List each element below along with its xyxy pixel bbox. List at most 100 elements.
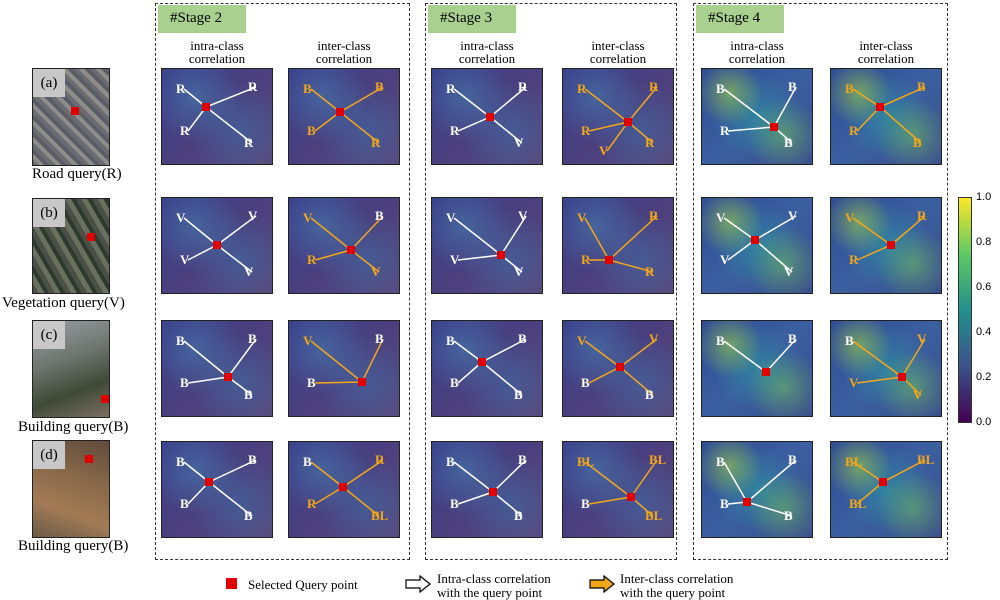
colorbar-tick: 0.8 <box>976 236 992 248</box>
correlation-arrow <box>856 481 884 505</box>
stage-4-box <box>693 3 948 560</box>
class-label: R <box>720 123 730 138</box>
class-label: B <box>784 508 793 523</box>
correlation-arrow <box>339 86 384 113</box>
class-label: R <box>917 208 927 223</box>
class-label: R <box>518 79 528 94</box>
query-point <box>879 478 887 486</box>
correlation-arrow <box>453 217 502 256</box>
class-label: B <box>176 333 185 348</box>
class-label: B <box>716 454 725 469</box>
stage-3-tag: #Stage 3 <box>428 5 516 33</box>
class-label: R <box>371 135 381 150</box>
class-label: V <box>716 210 726 225</box>
correlation-arrow <box>754 239 793 273</box>
class-label: B <box>788 331 797 346</box>
colorbar-tick: 0.2 <box>976 371 992 383</box>
query-image-b: (b) <box>32 198 110 294</box>
class-label: R <box>180 123 190 138</box>
legend-query-text: Selected Query point <box>248 577 358 592</box>
class-label: V <box>303 333 313 348</box>
correlation-arrow <box>453 88 491 118</box>
class-label: B <box>581 375 590 390</box>
correlation-arrow <box>723 217 756 241</box>
correlation-arrow <box>619 338 658 368</box>
query-point <box>624 118 632 126</box>
class-label: V <box>180 252 190 267</box>
correlation-arrow <box>627 86 658 123</box>
correlation-map-intra: B B R B <box>701 68 813 165</box>
correlation-arrow <box>453 340 483 363</box>
correlation-arrow <box>619 366 654 396</box>
correlation-arrow <box>723 340 767 373</box>
correlation-map-inter: V R R R <box>562 197 674 294</box>
correlation-arrow <box>852 88 881 108</box>
class-label: V <box>518 208 528 223</box>
query-point <box>497 251 505 259</box>
class-label: B <box>176 454 185 469</box>
correlation-map-intra: V V V V <box>161 197 273 294</box>
correlation-arrow <box>489 86 527 118</box>
query-point <box>605 256 613 264</box>
class-label: BL <box>645 508 663 523</box>
legend-intra-arrow-icon <box>405 574 431 594</box>
correlation-map-inter: V R R <box>830 197 942 294</box>
correlation-arrow <box>890 215 926 246</box>
query-image-a: (a) <box>32 68 110 166</box>
class-label: V <box>788 208 798 223</box>
correlation-map-inter: V B B <box>288 320 400 417</box>
class-label: R <box>849 123 859 138</box>
class-label: B <box>716 81 725 96</box>
correlation-arrow <box>314 249 352 261</box>
class-label: V <box>649 331 659 346</box>
row-label-a: Road query(R) <box>32 166 122 182</box>
class-label: V <box>917 331 927 346</box>
class-label: B <box>913 135 922 150</box>
class-label: B <box>581 496 590 511</box>
stage-3-box <box>425 3 677 560</box>
row-tag-b: (b) <box>33 199 65 227</box>
column-header-line: inter-class <box>591 38 645 53</box>
correlation-arrow <box>492 491 523 517</box>
column-header-inter: inter-class correlation <box>558 39 678 65</box>
class-label: R <box>645 135 655 150</box>
correlation-arrow <box>216 215 257 246</box>
class-label: R <box>577 81 587 96</box>
stage-2-box <box>155 3 410 560</box>
class-label: R <box>649 79 659 94</box>
correlation-arrow <box>342 459 384 488</box>
query-point <box>486 113 494 121</box>
class-label: R <box>375 452 385 467</box>
correlation-arrow <box>310 217 352 251</box>
correlation-map-inter: B B R B <box>830 68 942 165</box>
column-header-line: inter-class <box>859 38 913 53</box>
class-label: R <box>649 208 659 223</box>
class-label: V <box>446 210 456 225</box>
class-label: V <box>913 387 923 402</box>
correlation-arrow <box>216 244 253 273</box>
class-label: BL <box>577 454 595 469</box>
stage-2-tag: #Stage 2 <box>158 5 246 33</box>
class-label: B <box>720 496 729 511</box>
correlation-map-inter: B V V V <box>830 320 942 417</box>
correlation-arrow <box>205 86 257 108</box>
correlation-arrow <box>500 215 527 256</box>
legend-inter-arrow-icon <box>589 574 615 594</box>
class-label: B <box>303 454 312 469</box>
class-label: R <box>645 264 655 279</box>
correlation-map-intra: B B B B <box>431 320 543 417</box>
correlation-arrow <box>588 121 629 132</box>
class-label: B <box>645 387 654 402</box>
colorbar <box>958 197 972 423</box>
class-label: B <box>518 452 527 467</box>
correlation-arrow <box>187 376 229 384</box>
correlation-arrow <box>310 461 344 488</box>
correlation-arrow <box>227 338 257 378</box>
correlation-arrow <box>350 215 384 251</box>
class-label: B <box>248 331 257 346</box>
colorbar-tick: 1.0 <box>976 191 992 203</box>
column-header-line: correlation <box>188 51 246 66</box>
legend-intra-line1: Intra-class correlation <box>437 571 551 586</box>
correlation-arrow <box>310 88 341 113</box>
class-label: V <box>303 210 313 225</box>
